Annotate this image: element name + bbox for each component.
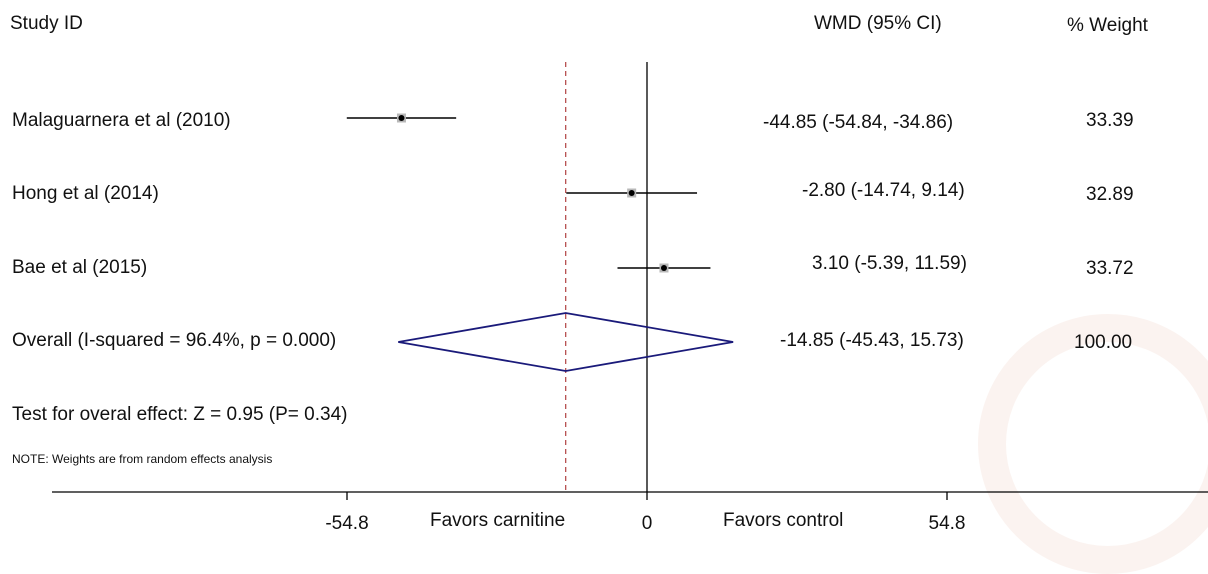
study-label: Bae et al (2015)	[12, 257, 148, 278]
overall-weight: 100.00	[1074, 332, 1133, 353]
test-overall-effect: Test for overal effect: Z = 0.95 (P= 0.3…	[12, 404, 348, 425]
study-label: Malaguarnera et al (2010)	[12, 110, 231, 131]
favors-left-label: Favors carnitine	[430, 510, 566, 531]
study-point	[398, 115, 405, 121]
overall-ci-text: -14.85 (-45.43, 15.73)	[780, 330, 964, 351]
overall-label: Overall (I-squared = 96.4%, p = 0.000)	[12, 330, 337, 351]
x-tick-label: 54.8	[929, 513, 966, 534]
forest-plot: -54.8 0 54.8	[52, 62, 1208, 534]
header-weight: % Weight	[1067, 15, 1148, 36]
x-tick-label: -54.8	[325, 513, 368, 534]
study-ci-text: 3.10 (-5.39, 11.59)	[812, 253, 967, 274]
study-ci-text: -2.80 (-14.74, 9.14)	[802, 180, 965, 201]
favors-right-label: Favors control	[723, 510, 844, 531]
note-text: NOTE: Weights are from random effects an…	[12, 452, 273, 466]
study-label: Hong et al (2014)	[12, 183, 159, 204]
study-weight: 33.72	[1086, 258, 1134, 279]
study-point	[628, 190, 635, 196]
study-ci-text: -44.85 (-54.84, -34.86)	[763, 112, 954, 133]
study-weight: 32.89	[1086, 184, 1134, 205]
header-effect: WMD (95% CI)	[814, 13, 942, 34]
overall-diamond	[398, 312, 734, 372]
study-weight: 33.39	[1086, 110, 1134, 131]
header-study-id: Study ID	[10, 13, 83, 34]
x-tick-label: 0	[642, 513, 653, 534]
study-point	[660, 265, 667, 271]
